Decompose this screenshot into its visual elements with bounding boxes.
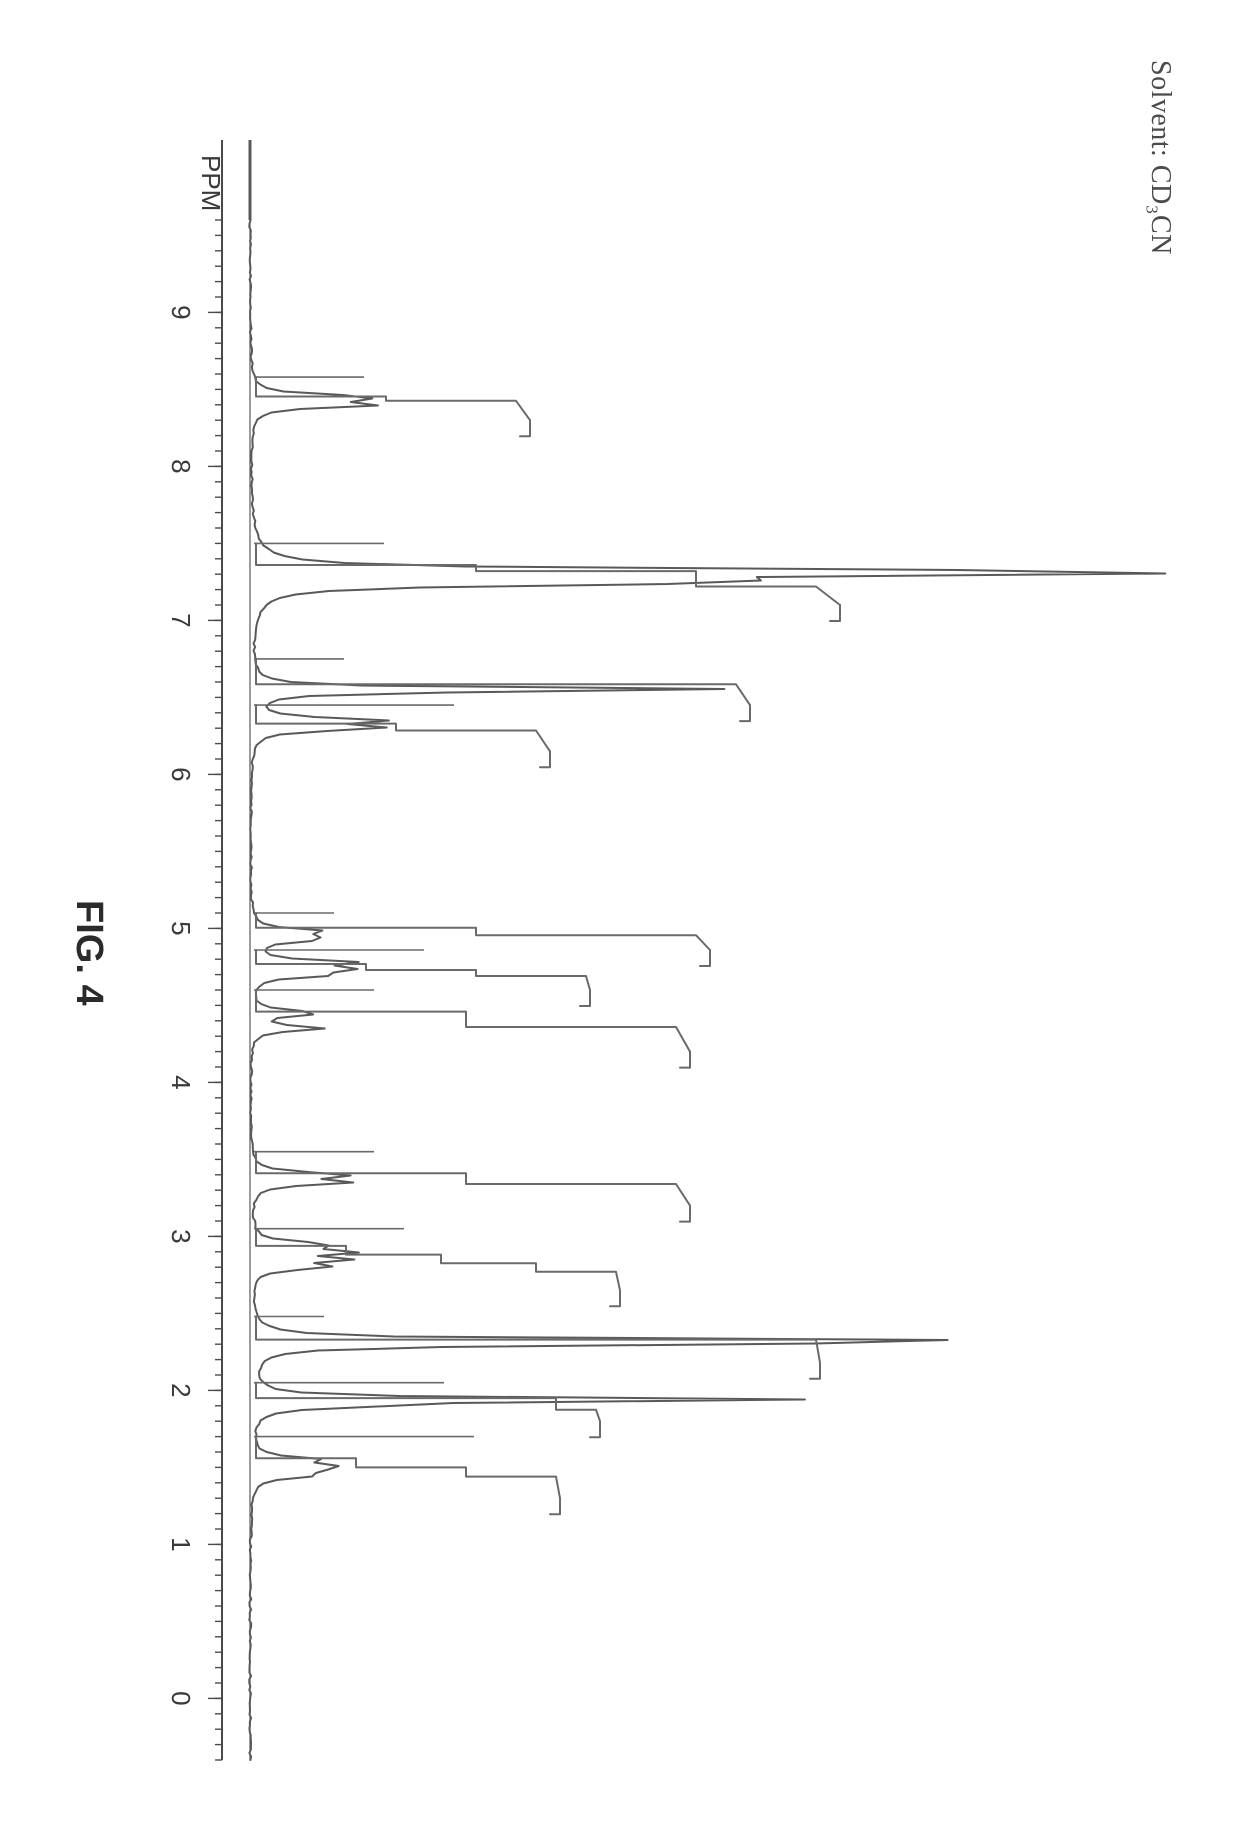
- integral-cap: [680, 1052, 690, 1068]
- axis-tick-label: 4: [165, 1075, 196, 1089]
- integral-cap: [540, 751, 550, 767]
- integral-curve: [256, 1437, 560, 1499]
- axis-tick-label: 8: [165, 459, 196, 473]
- axis-tick-label: 1: [165, 1537, 196, 1551]
- integral-curve: [256, 913, 710, 950]
- integral-curve: [256, 1229, 620, 1291]
- integral-cap: [520, 420, 530, 436]
- solvent-label: Solvent: CD₃CN: [1144, 60, 1176, 255]
- integral-curve: [256, 990, 690, 1052]
- axis-tick-label: 5: [165, 921, 196, 935]
- integral-curve: [256, 705, 550, 751]
- axis-label-ppm: PPM: [195, 155, 226, 211]
- integral-cap: [830, 605, 840, 621]
- integral-cap: [580, 990, 590, 1006]
- integral-cap: [810, 1363, 820, 1379]
- integral-cap: [740, 705, 750, 721]
- integral-cap: [550, 1498, 560, 1514]
- integral-cap: [680, 1206, 690, 1222]
- figure-caption: FIG. 4: [67, 900, 110, 1006]
- integral-curve: [256, 377, 530, 420]
- integral-curve: [256, 659, 750, 705]
- integral-curve: [256, 950, 590, 990]
- axis-tick-label: 3: [165, 1229, 196, 1243]
- solvent-prefix: Solvent:: [1145, 60, 1176, 165]
- axis-tick-label: 2: [165, 1383, 196, 1397]
- integral-cap: [700, 950, 710, 966]
- integral-curve: [256, 543, 840, 605]
- axis-ticks: [208, 220, 222, 1760]
- axis-tick-label: 0: [165, 1691, 196, 1705]
- axis-tick-label: 9: [165, 305, 196, 319]
- integral-cap: [590, 1421, 600, 1437]
- integral-curve: [256, 1317, 820, 1363]
- nmr-spectrum-trace: [249, 220, 1165, 1760]
- integral-cap: [610, 1290, 620, 1306]
- solvent-value: CD₃CN: [1145, 165, 1176, 255]
- axis-tick-label: 6: [165, 767, 196, 781]
- axis-tick-label: 7: [165, 613, 196, 627]
